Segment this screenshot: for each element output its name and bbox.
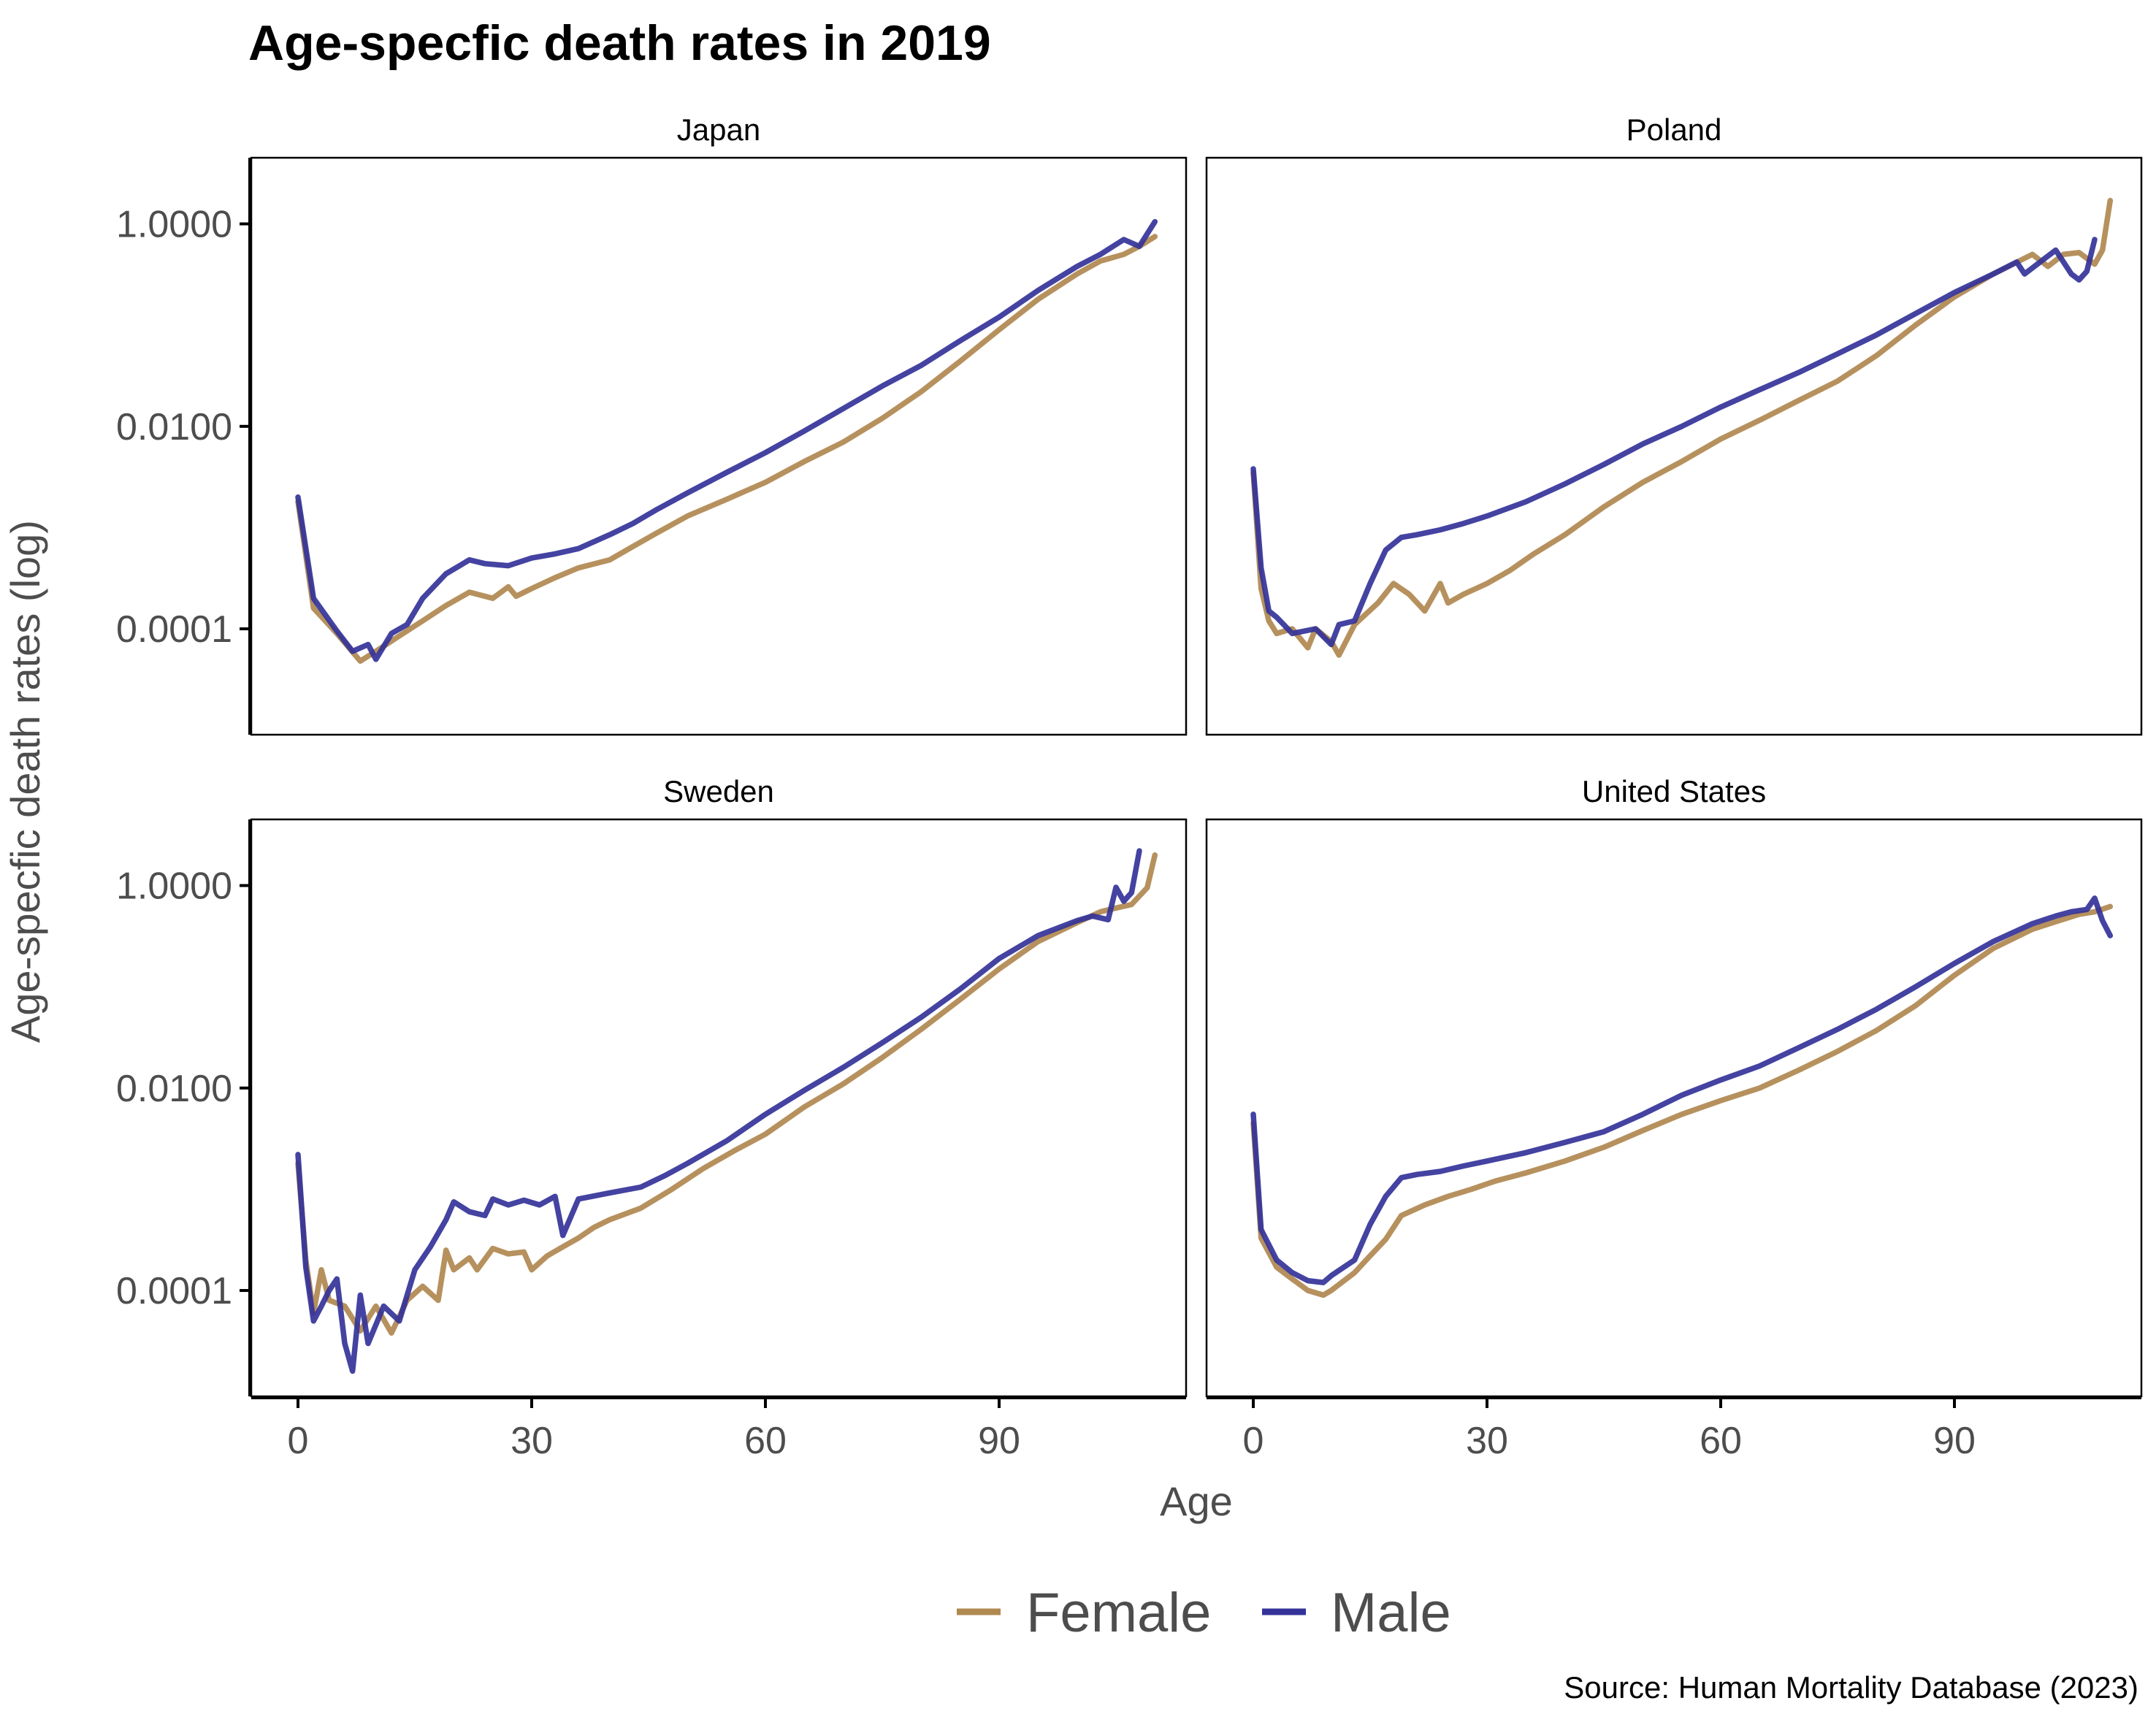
series-line-male-united-states: [1250, 895, 2114, 1285]
series-line-female-sweden: [295, 852, 1158, 1336]
series-line-female-japan: [295, 234, 1158, 664]
panel-united-states: United States: [1205, 774, 2143, 1398]
y-tick-label: 0.0100: [116, 406, 232, 448]
x-tick-label: 90: [978, 1420, 1020, 1462]
x-tick-label: 0: [1243, 1420, 1264, 1462]
legend: Female Male: [957, 1582, 1451, 1644]
series-line-female-united-states: [1250, 903, 2114, 1298]
panels: Japan Poland Sweden United States: [250, 112, 2143, 1398]
y-tick-label: 0.0100: [116, 1068, 232, 1110]
panel-title-united-states: United States: [1582, 774, 1766, 808]
y-tick-label: 0.0001: [116, 1270, 232, 1312]
y-tick-label: 1.0000: [116, 204, 232, 246]
panel-title-sweden: Sweden: [663, 774, 774, 808]
panel-title-japan: Japan: [677, 112, 760, 147]
series-line-male-poland: [1250, 237, 2098, 648]
panel-border-united-states: [1205, 818, 2143, 1398]
panel-title-poland: Poland: [1626, 112, 1722, 147]
x-tick-label: 90: [1933, 1420, 1976, 1462]
x-tick-label: 60: [744, 1420, 787, 1462]
y-tick-label: 1.0000: [116, 865, 232, 908]
x-tick-label: 0: [288, 1420, 309, 1462]
panel-poland: Poland: [1205, 112, 2143, 736]
x-axis-title: Age: [1160, 1478, 1233, 1524]
legend-label-female: Female: [1026, 1582, 1211, 1644]
panel-sweden: Sweden: [250, 774, 1188, 1398]
x-tick-label: 30: [511, 1420, 553, 1462]
series-line-male-japan: [295, 218, 1158, 662]
axes: 0.0001 0.0100 1.0000 0.0001 0.0100 1.0000 0 30 6…: [116, 158, 2141, 1462]
x-tick-label: 60: [1700, 1420, 1742, 1462]
x-tick-label: 30: [1466, 1420, 1508, 1462]
panel-japan: Japan: [250, 112, 1188, 736]
panel-border-poland: [1205, 156, 2143, 736]
series-line-male-sweden: [295, 848, 1142, 1374]
source-caption: Source: Human Mortality Database (2023): [1564, 1670, 2138, 1705]
panel-border-japan: [250, 156, 1188, 736]
chart-title: Age-specfic death rates in 2019: [248, 15, 991, 71]
y-tick-label: 0.0001: [116, 608, 232, 651]
y-axis-title: Age-specfic death rates (log): [2, 520, 48, 1043]
legend-label-male: Male: [1331, 1582, 1451, 1644]
